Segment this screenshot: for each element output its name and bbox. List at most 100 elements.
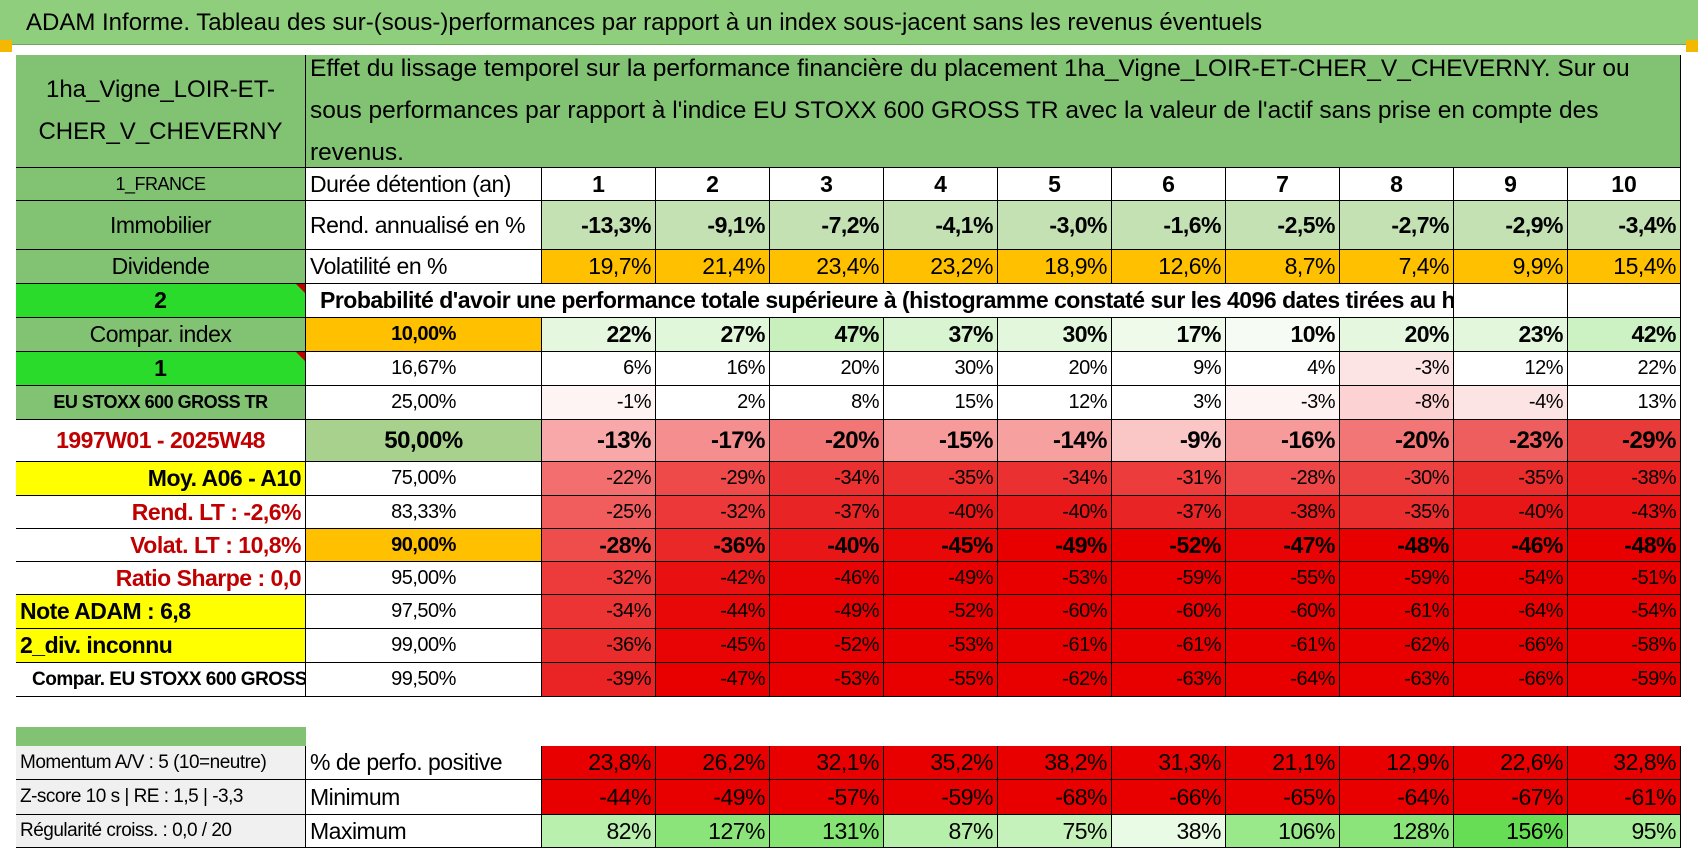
pos-label: % de perfo. positive [306, 746, 542, 780]
min-value: -59% [884, 780, 998, 815]
quantile-label: 99,00% [306, 629, 542, 663]
quantile-value: -3% [1340, 352, 1454, 386]
empty-cell [1568, 284, 1681, 318]
quantile-value: -29% [656, 462, 770, 496]
quantile-value: -62% [998, 663, 1112, 697]
quantile-value: -49% [770, 595, 884, 629]
quantile-value: -61% [1112, 629, 1226, 663]
quantile-value: 2% [656, 386, 770, 420]
quantile-value: -34% [770, 462, 884, 496]
quantile-value: 27% [656, 318, 770, 352]
left-info: 2_div. inconnu [16, 629, 306, 663]
max-value: 87% [884, 815, 998, 848]
quantile-value: -40% [884, 496, 998, 529]
max-value: 106% [1226, 815, 1340, 848]
quantile-value: -46% [770, 562, 884, 595]
vol-value: 15,4% [1568, 250, 1681, 284]
pos-value: 23,8% [542, 746, 656, 780]
quantile-value: -59% [1568, 663, 1681, 697]
quantile-value: -60% [998, 595, 1112, 629]
vol-value: 12,6% [1112, 250, 1226, 284]
quantile-value: -60% [1226, 595, 1340, 629]
pos-value: 12,9% [1340, 746, 1454, 780]
quantile-value: -62% [1340, 629, 1454, 663]
rend-value: -3,4% [1568, 201, 1681, 250]
quantile-value: -20% [1340, 420, 1454, 462]
max-value: 128% [1340, 815, 1454, 848]
left-info: EU STOXX 600 GROSS TR [16, 386, 306, 420]
quantile-label: 90,00% [306, 529, 542, 562]
pos-value: 38,2% [998, 746, 1112, 780]
quantile-value: -34% [998, 462, 1112, 496]
quantile-value: -52% [1112, 529, 1226, 562]
quantile-value: -59% [1340, 562, 1454, 595]
quantile-value: -20% [770, 420, 884, 462]
quantile-value: -55% [884, 663, 998, 697]
year-header: 10 [1568, 168, 1681, 201]
quantile-value: -16% [1226, 420, 1340, 462]
quantile-value: -53% [998, 562, 1112, 595]
quantile-value: 30% [884, 352, 998, 386]
corner-mark-right [1686, 40, 1698, 52]
quantile-value: 10% [1226, 318, 1340, 352]
max-value: 131% [770, 815, 884, 848]
rend-value: -4,1% [884, 201, 998, 250]
left-info: Ratio Sharpe : 0,0 [16, 562, 306, 595]
quantile-value: -64% [1454, 595, 1568, 629]
pos-value: 32,8% [1568, 746, 1681, 780]
quantile-value: 12% [998, 386, 1112, 420]
quantile-value: -60% [1112, 595, 1226, 629]
quantile-value: -9% [1112, 420, 1226, 462]
vol-value: 9,9% [1454, 250, 1568, 284]
quantile-value: 3% [1112, 386, 1226, 420]
quantile-value: 20% [998, 352, 1112, 386]
quantile-value: -32% [656, 496, 770, 529]
quantile-value: -40% [998, 496, 1112, 529]
quantile-value: -44% [656, 595, 770, 629]
quantile-value: 12% [1454, 352, 1568, 386]
min-value: -44% [542, 780, 656, 815]
quantile-value: -35% [1340, 496, 1454, 529]
quantile-label: 99,50% [306, 663, 542, 697]
quantile-value: 9% [1112, 352, 1226, 386]
quantile-value: 13% [1568, 386, 1681, 420]
quantile-value: -49% [998, 529, 1112, 562]
max-value: 82% [542, 815, 656, 848]
quantile-value: -52% [770, 629, 884, 663]
rend-value: -1,6% [1112, 201, 1226, 250]
quantile-value: -25% [542, 496, 656, 529]
quantile-label: 95,00% [306, 562, 542, 595]
quantile-value: 15% [884, 386, 998, 420]
quantile-value: -61% [998, 629, 1112, 663]
min-value: -57% [770, 780, 884, 815]
vol-label: Volatilité en % [306, 250, 542, 284]
quantile-value: -23% [1454, 420, 1568, 462]
spacer [306, 697, 1681, 746]
max-value: 75% [998, 815, 1112, 848]
quantile-value: -15% [884, 420, 998, 462]
vol-value: 23,4% [770, 250, 884, 284]
vol-value: 21,4% [656, 250, 770, 284]
quantile-value: 42% [1568, 318, 1681, 352]
min-value: -61% [1568, 780, 1681, 815]
quantile-value: -48% [1340, 529, 1454, 562]
quantile-value: 20% [770, 352, 884, 386]
quantile-value: 23% [1454, 318, 1568, 352]
quantile-value: -40% [1454, 496, 1568, 529]
year-header: 6 [1112, 168, 1226, 201]
report-title: ADAM Informe. Tableau des sur-(sous-)per… [0, 0, 1698, 45]
min-value: -68% [998, 780, 1112, 815]
quantile-value: 17% [1112, 318, 1226, 352]
zscore-label: Z-score 10 s | RE : 1,5 | -3,3 [16, 780, 306, 815]
min-value: -67% [1454, 780, 1568, 815]
quantile-value: -47% [1226, 529, 1340, 562]
quantile-value: -36% [542, 629, 656, 663]
quantile-value: -22% [542, 462, 656, 496]
pos-value: 32,1% [770, 746, 884, 780]
quantile-value: -66% [1454, 629, 1568, 663]
max-value: 38% [1112, 815, 1226, 848]
quantile-value: -42% [656, 562, 770, 595]
year-header: 1 [542, 168, 656, 201]
quantile-value: -29% [1568, 420, 1681, 462]
quantile-value: -59% [1112, 562, 1226, 595]
